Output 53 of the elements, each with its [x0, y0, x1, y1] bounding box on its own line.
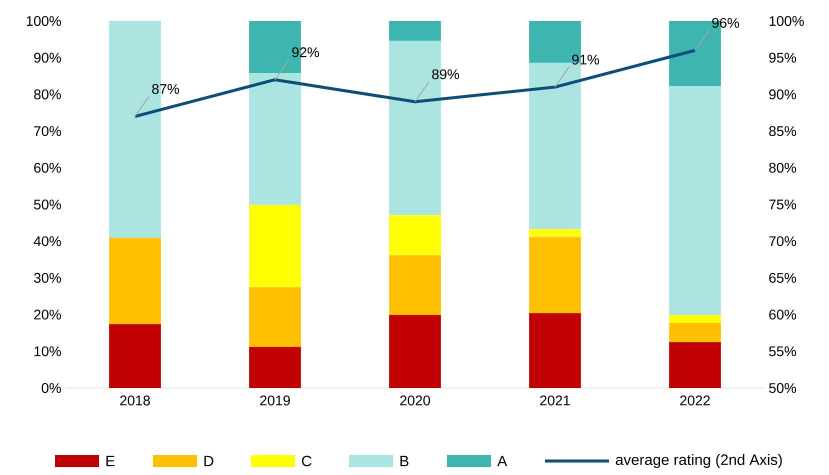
y2-tick-label: 50% — [769, 383, 796, 393]
y2-tick-label: 65% — [769, 272, 796, 283]
y-tick-label: 50% — [34, 200, 61, 210]
bar — [529, 229, 581, 238]
bar — [669, 86, 721, 315]
y-tick-label: 70% — [34, 126, 61, 136]
y-tick-label: 0% — [42, 383, 61, 393]
bar — [249, 346, 301, 388]
y2-tick-label: 100% — [770, 16, 804, 26]
data-label: 89% — [432, 69, 460, 80]
y2-tick-label: 95% — [769, 52, 796, 63]
y2-tick-label: 70% — [769, 236, 796, 246]
bar — [249, 204, 301, 288]
y-tick-label: 80% — [34, 89, 61, 100]
y2-tick-label: 90% — [769, 89, 796, 100]
bar — [389, 21, 441, 41]
bar — [249, 287, 301, 347]
x-tick-label: 2018 — [120, 396, 150, 406]
bar — [389, 255, 441, 315]
y-tick-label: 20% — [34, 310, 61, 320]
bar — [389, 314, 441, 388]
legend-label: D — [204, 456, 214, 466]
bar — [109, 324, 161, 388]
bar — [669, 323, 721, 342]
bar — [529, 313, 581, 388]
bar — [109, 238, 161, 324]
x-tick-label: 2019 — [260, 396, 290, 406]
y-tick-label: 100% — [26, 16, 61, 26]
x-tick-label: 2021 — [540, 396, 570, 406]
data-label: 87% — [152, 84, 180, 94]
legend-label: C — [302, 456, 312, 466]
y2-tick-label: 85% — [769, 126, 796, 136]
bar — [669, 314, 721, 324]
bar — [529, 237, 581, 314]
y2-tick-label: 80% — [769, 162, 796, 173]
y-tick-label: 30% — [34, 272, 61, 283]
y2-tick-label: 55% — [769, 346, 796, 356]
y-tick-label: 60% — [34, 162, 61, 173]
legend-label: A — [497, 456, 508, 466]
bar — [389, 215, 441, 256]
y-tick-label: 10% — [34, 346, 61, 356]
legend-label: E — [106, 456, 115, 466]
x-tick-label: 2020 — [400, 396, 430, 406]
bar — [249, 73, 301, 205]
y-tick-label: 90% — [34, 52, 61, 63]
legend-label: average rating (2nd Axis) — [616, 454, 782, 468]
line-series — [134, 48, 697, 118]
y2-tick-label: 75% — [769, 200, 796, 210]
y-tick-label: 40% — [34, 236, 61, 246]
y2-tick-label: 60% — [769, 310, 796, 320]
legend-label: B — [400, 456, 408, 466]
x-tick-label: 2022 — [680, 396, 710, 406]
bar — [669, 342, 721, 388]
